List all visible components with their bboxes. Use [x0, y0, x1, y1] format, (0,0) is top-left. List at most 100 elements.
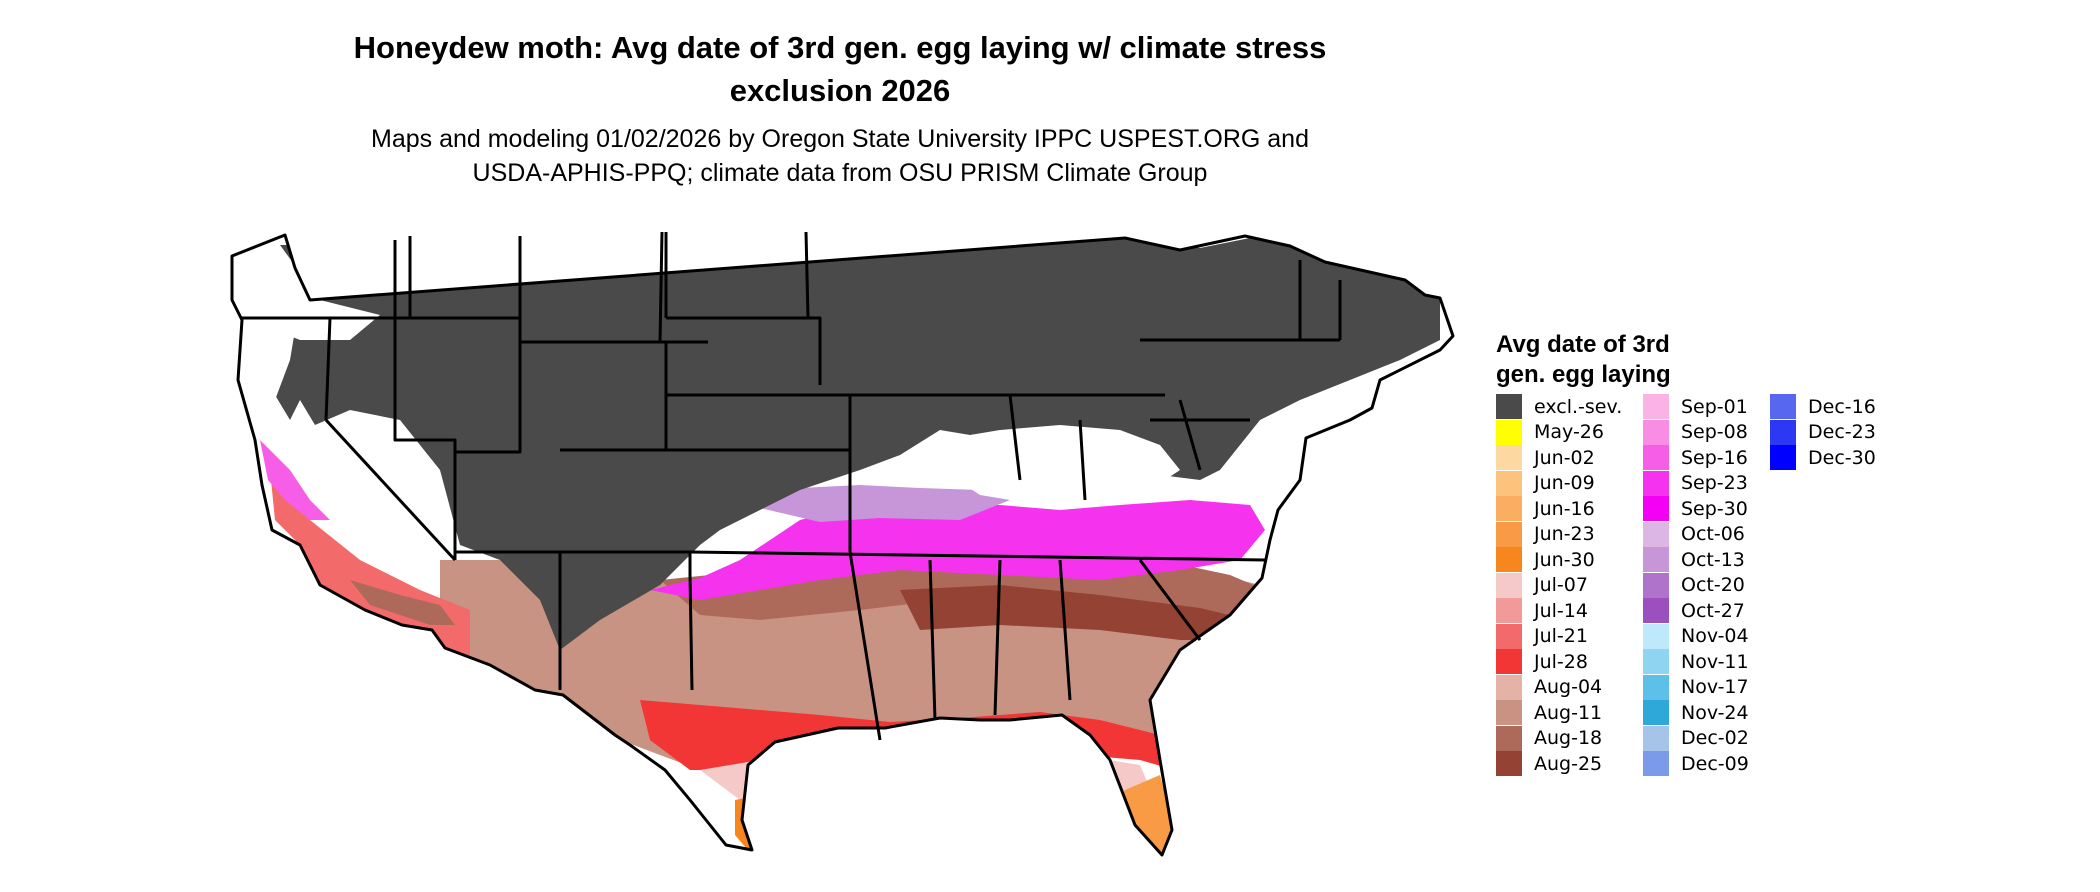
- legend-title: Avg date of 3rd gen. egg laying: [1496, 330, 1671, 390]
- legend-item: Sep-08: [1643, 419, 1748, 445]
- legend-item: Dec-23: [1770, 419, 1876, 445]
- legend-swatch: [1496, 521, 1522, 547]
- legend-title-line-1: Avg date of 3rd: [1496, 331, 1670, 358]
- legend-swatch: [1643, 598, 1669, 623]
- pink-zone: [700, 752, 1155, 800]
- legend-label: Sep-30: [1681, 497, 1748, 520]
- legend-label: Jul-14: [1534, 599, 1588, 622]
- legend-label: Jun-16: [1534, 497, 1595, 520]
- southwest-brown-zone: [350, 580, 455, 625]
- legend-swatch: [1643, 445, 1669, 470]
- legend-item: Oct-20: [1643, 572, 1745, 598]
- legend-label: Jun-09: [1534, 472, 1595, 494]
- legend-label: Aug-11: [1534, 701, 1603, 724]
- legend-label: Sep-23: [1681, 472, 1748, 494]
- white-zone-pacific-nw: [238, 255, 300, 400]
- legend-item: Aug-25: [1496, 751, 1602, 776]
- legend-item: Jun-09: [1496, 470, 1595, 496]
- legend-swatch: [1643, 470, 1669, 496]
- legend-swatch: [1643, 725, 1669, 751]
- lavender-zone: [760, 485, 1010, 522]
- legend-item: Sep-16: [1643, 445, 1748, 470]
- legend-item: Aug-04: [1496, 674, 1602, 700]
- legend-item: Jun-30: [1496, 547, 1595, 572]
- legend-swatch: [1496, 751, 1522, 776]
- legend-item: Jul-21: [1496, 623, 1588, 649]
- legend-item: Sep-30: [1643, 496, 1748, 521]
- legend-swatch: [1643, 623, 1669, 649]
- legend-item: Jul-07: [1496, 572, 1588, 598]
- legend-swatch: [1643, 649, 1669, 674]
- legend-swatch: [1643, 547, 1669, 572]
- magenta-zone: [650, 500, 1265, 600]
- legend-title-line-2: gen. egg laying: [1496, 361, 1671, 388]
- legend-item: Nov-24: [1643, 700, 1749, 725]
- legend-label: excl.-sev.: [1534, 395, 1623, 418]
- legend-item: Sep-23: [1643, 470, 1748, 496]
- legend-label: Dec-23: [1808, 421, 1876, 443]
- legend-swatch: [1496, 598, 1522, 623]
- legend-swatch: [1643, 751, 1669, 776]
- legend-swatch: [1496, 419, 1522, 445]
- legend-item: Dec-09: [1643, 751, 1749, 776]
- legend-swatch: [1643, 700, 1669, 725]
- map-title-line-1: Honeydew moth: Avg date of 3rd gen. egg …: [353, 30, 1327, 65]
- legend-label: Nov-24: [1681, 701, 1749, 724]
- legend-label: Dec-16: [1808, 395, 1876, 418]
- legend-label: Jul-21: [1534, 625, 1588, 647]
- legend-label: Jun-02: [1534, 446, 1595, 469]
- legend-item: Nov-17: [1643, 674, 1749, 700]
- legend-label: Sep-08: [1681, 421, 1748, 443]
- darkest-brown-zone: [900, 585, 1250, 640]
- legend-item: Dec-30: [1770, 445, 1876, 470]
- west-magenta-zone: [260, 440, 330, 520]
- legend-label: Jun-23: [1534, 523, 1595, 545]
- legend-label: Jun-30: [1534, 548, 1595, 571]
- legend-swatch: [1496, 725, 1522, 751]
- legend-label: Jul-07: [1534, 574, 1588, 596]
- florida-orange-zone: [1118, 775, 1175, 855]
- map-subtitle: Maps and modeling 01/02/2026 by Oregon S…: [200, 122, 1480, 190]
- state-borders: [230, 231, 1455, 857]
- legend-item: Sep-01: [1643, 394, 1748, 419]
- legend-label: Dec-30: [1808, 446, 1876, 469]
- legend-swatch: [1643, 419, 1669, 445]
- legend-swatch: [1643, 496, 1669, 521]
- legend-item: Jun-02: [1496, 445, 1595, 470]
- legend-item: Oct-13: [1643, 547, 1745, 572]
- legend-label: Oct-06: [1681, 523, 1745, 545]
- legend-swatch: [1643, 674, 1669, 700]
- legend-swatch: [1643, 521, 1669, 547]
- legend-label: Jul-28: [1534, 650, 1588, 673]
- legend-swatch: [1496, 445, 1522, 470]
- legend-item: excl.-sev.: [1496, 394, 1622, 419]
- legend-label: Oct-27: [1681, 599, 1745, 622]
- legend-swatch: [1496, 623, 1522, 649]
- legend-item: Oct-27: [1643, 598, 1745, 623]
- legend-item: Jul-14: [1496, 598, 1588, 623]
- legend-label: Dec-09: [1681, 752, 1749, 775]
- legend-label: Aug-25: [1534, 752, 1603, 775]
- legend-swatch: [1496, 572, 1522, 598]
- legend-label: Dec-02: [1681, 727, 1749, 749]
- legend-label: Sep-16: [1681, 446, 1748, 469]
- legend-label: May-26: [1534, 421, 1604, 443]
- legend-item: Jul-28: [1496, 649, 1588, 674]
- legend-item: Oct-06: [1643, 521, 1745, 547]
- legend-label: Oct-13: [1681, 548, 1745, 571]
- legend-label: Nov-17: [1681, 676, 1749, 698]
- legend-item: Nov-11: [1643, 649, 1749, 674]
- legend-swatch: [1496, 649, 1522, 674]
- legend-item: Aug-11: [1496, 700, 1602, 725]
- legend-swatch: [1496, 547, 1522, 572]
- legend-item: Nov-04: [1643, 623, 1749, 649]
- legend-label: Nov-04: [1681, 625, 1749, 647]
- legend-label: Sep-01: [1681, 395, 1748, 418]
- legend-swatch: [1496, 674, 1522, 700]
- legend-label: Nov-11: [1681, 650, 1749, 673]
- legend-swatch: [1496, 496, 1522, 521]
- white-zone-ohio: [940, 425, 1180, 505]
- legend-swatch: [1643, 394, 1669, 419]
- legend-swatch: [1770, 419, 1796, 445]
